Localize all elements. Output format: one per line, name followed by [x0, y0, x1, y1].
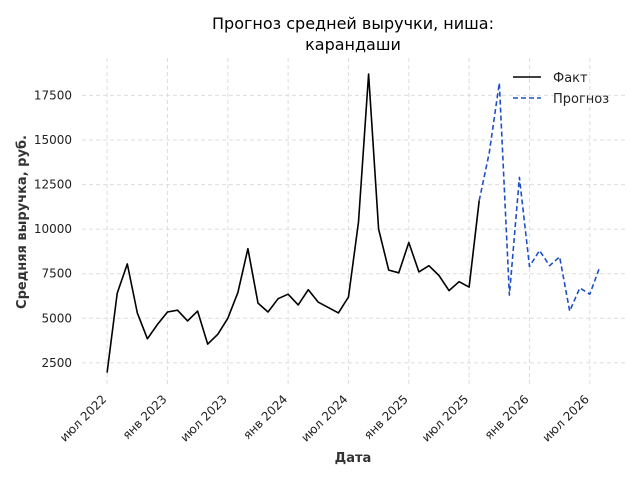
- y-tick-label: 15000: [34, 133, 72, 147]
- series-layer: [106, 73, 601, 373]
- legend-label-fact: Факт: [553, 71, 588, 86]
- x-tick-label: янв 2026: [482, 392, 532, 442]
- chart-title-line-1: Прогноз средней выручки, ниша:: [212, 14, 494, 33]
- x-tick-label: июл 2022: [57, 392, 109, 444]
- y-tick-label: 10000: [34, 222, 72, 236]
- series-forecast-line: [478, 82, 601, 312]
- x-tick-label: янв 2025: [361, 392, 411, 442]
- y-tick-label: 5000: [41, 311, 72, 325]
- grid: [82, 58, 625, 386]
- x-tick-label: июл 2024: [298, 392, 350, 444]
- y-tick-label: 17500: [34, 88, 72, 102]
- y-tick-label: 12500: [34, 178, 72, 192]
- x-tick-label: июл 2025: [419, 392, 471, 444]
- y-axis-label: Средняя выручка, руб.: [15, 135, 30, 309]
- x-axis-label: Дата: [335, 451, 372, 466]
- x-tick-label: июл 2026: [540, 392, 592, 444]
- legend: Факт Прогноз: [513, 71, 609, 107]
- y-tick-label: 2500: [41, 356, 72, 370]
- legend-label-forecast: Прогноз: [553, 92, 609, 107]
- x-tick-label: янв 2023: [120, 392, 170, 442]
- x-tick-label: янв 2024: [240, 392, 290, 442]
- series-fact-line: [106, 73, 480, 373]
- y-tick-label: 7500: [41, 267, 72, 281]
- y-axis-ticks: 2500 5000 7500 10000 12500 15000 17500: [34, 88, 72, 369]
- x-tick-label: июл 2023: [178, 392, 230, 444]
- x-axis-ticks: июл 2022 янв 2023 июл 2023 янв 2024 июл 2024…: [57, 392, 592, 444]
- chart-title-line-2: карандаши: [305, 35, 401, 54]
